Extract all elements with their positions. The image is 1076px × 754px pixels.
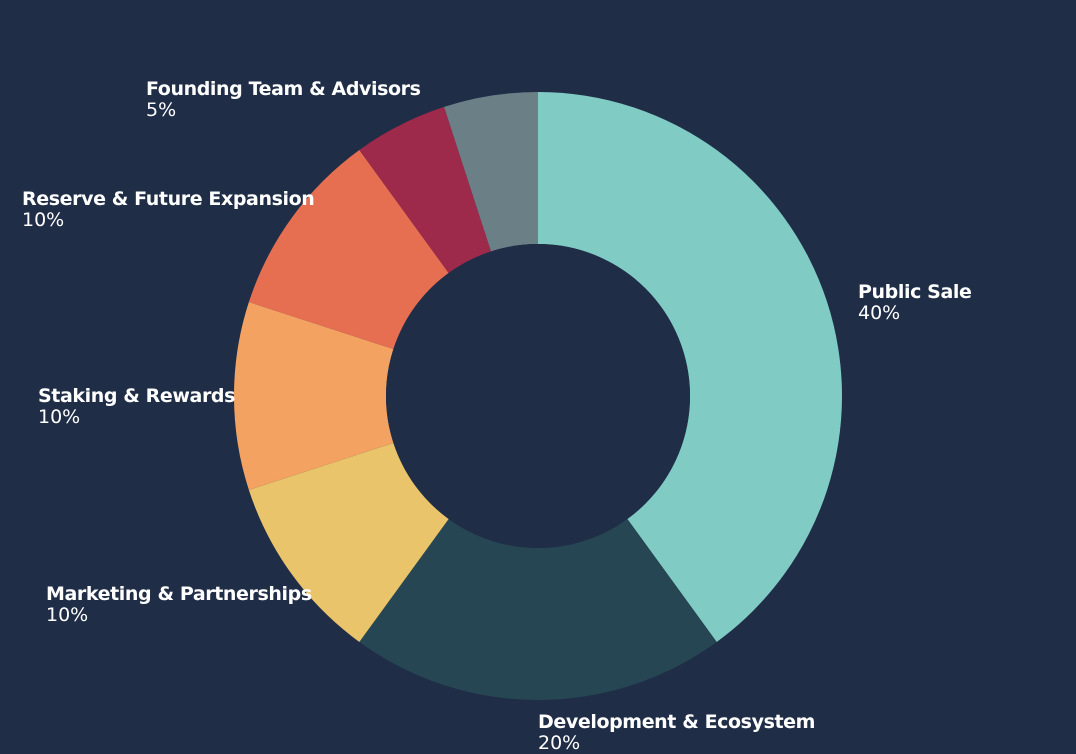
slice-reserve-and-future-expansion [248,150,449,350]
slice-value-reserve-and-future-expansion: 10% [22,209,64,231]
slice-value-founding-team-and-advisors: 5% [146,99,176,121]
slice-unlabeled-6 [444,92,538,252]
slice-value-public-sale: 40% [858,302,900,324]
donut-hole [386,244,690,548]
slice-public-sale [538,92,842,642]
slice-label-public-sale: Public Sale [858,281,971,303]
slice-value-staking-and-rewards: 10% [38,406,80,428]
slice-label-development-and-ecosystem: Development & Ecosystem [538,711,815,733]
slice-label-marketing-and-partnerships: Marketing & Partnerships [46,583,312,605]
slice-value-marketing-and-partnerships: 10% [46,604,88,626]
slice-founding-team-and-advisors [359,106,492,274]
slice-staking-and-rewards [233,302,394,490]
slice-development-and-ecosystem [359,518,717,700]
slice-label-staking-and-rewards: Staking & Rewards [38,385,235,407]
slice-marketing-and-partnerships [248,442,449,642]
donut-slices [233,92,842,700]
slice-label-founding-team-and-advisors: Founding Team & Advisors [146,78,421,100]
slice-label-reserve-and-future-expansion: Reserve & Future Expansion [22,188,314,210]
slice-value-development-and-ecosystem: 20% [538,732,580,754]
